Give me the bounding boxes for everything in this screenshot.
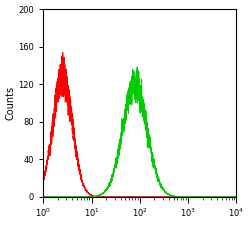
- Y-axis label: Counts: Counts: [6, 86, 16, 120]
